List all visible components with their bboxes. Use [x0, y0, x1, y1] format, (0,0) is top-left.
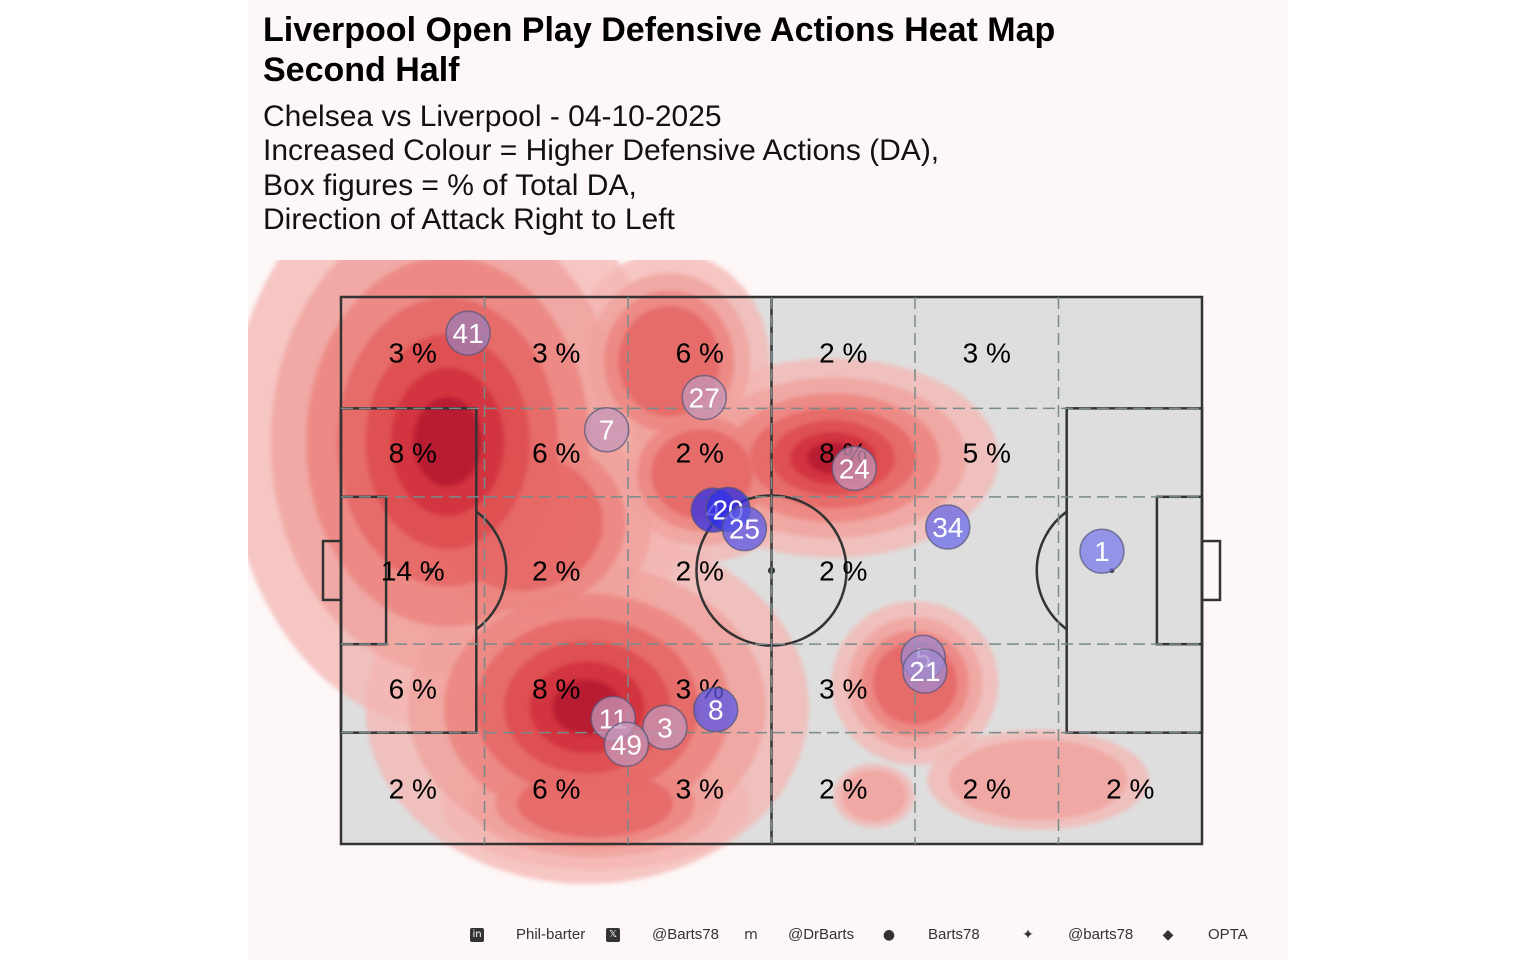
player-dot: [831, 445, 878, 492]
zone-percentage: 5 %: [963, 438, 1011, 469]
player-number: 7: [599, 415, 615, 446]
player-marker: 25: [721, 505, 768, 552]
zone-percentage: 2 %: [389, 773, 437, 804]
zone-percentage: 3 %: [963, 338, 1011, 369]
player-dot: [603, 721, 650, 768]
player-marker: 21: [902, 648, 948, 694]
zone-percentage: 2 %: [819, 773, 867, 804]
subtitle-colour-note: Increased Colour = Higher Defensive Acti…: [263, 134, 940, 167]
player-marker: 34: [925, 504, 971, 550]
subtitle-direction-note: Direction of Attack Right to Left: [263, 203, 675, 236]
player-marker: 49: [603, 721, 650, 768]
player-marker: 24: [831, 445, 878, 492]
subtitle-box-note: Box figures = % of Total DA,: [263, 169, 637, 202]
player-marker: 7: [583, 406, 630, 453]
heat-contour: [413, 397, 482, 487]
dropbox-icon: ◆: [1162, 927, 1174, 943]
footer-credits: in Phil-barter 𝕏 @Barts78 m @DrBarts ● Barts78 ✦…: [0, 924, 1536, 948]
heat-contour: [948, 739, 1128, 821]
mastodon-icon: m: [744, 927, 758, 943]
zone-percentage: 6 %: [676, 338, 724, 369]
player-dot: [681, 374, 728, 421]
zone-percentage: 2 %: [676, 556, 724, 587]
zone-percentage: 3 %: [389, 338, 437, 369]
heat-contour: [517, 770, 673, 838]
chart-title-line2: Second Half: [263, 51, 460, 89]
heat-contour: [841, 769, 907, 822]
player-number: 8: [708, 695, 724, 726]
goal-right: [1200, 539, 1222, 602]
zone-percentage: 3 %: [819, 673, 867, 704]
player-number: 27: [689, 383, 720, 414]
player-dot: [692, 686, 739, 733]
footer-credit-text: Phil-barter: [516, 926, 586, 943]
player-marker: 1: [1079, 528, 1125, 574]
player-number: 3: [657, 712, 673, 743]
subtitle-match: Chelsea vs Liverpool - 04-10-2025: [263, 100, 722, 133]
player-dot: [721, 505, 768, 552]
goal-left: [321, 539, 343, 602]
footer-credit-text: @Barts78: [652, 926, 719, 943]
zone-percentage: 6 %: [532, 773, 580, 804]
zone-percentage: 3 %: [676, 773, 724, 804]
zone-percentage: 2 %: [532, 556, 580, 587]
player-dot: [1079, 528, 1125, 574]
penalty-arc-right: [1035, 510, 1068, 631]
footer-credit-text: @barts78: [1068, 926, 1134, 943]
zone-percentage: 2 %: [819, 338, 867, 369]
zone-percentage: 8 %: [532, 673, 580, 704]
player-marker: 27: [681, 374, 728, 421]
linkedin-icon: in: [470, 928, 484, 942]
x-icon: 𝕏: [606, 928, 620, 942]
player-dot: [902, 648, 948, 694]
player-number: 1: [1094, 536, 1110, 567]
player-number: 49: [611, 729, 642, 760]
zone-percentage: 6 %: [532, 438, 580, 469]
github-icon: ●: [882, 927, 896, 943]
player-dot: [583, 406, 630, 453]
footer-credit-text: Barts78: [928, 926, 980, 943]
zone-percentage: 2 %: [819, 556, 867, 587]
zone-percentage: 14 %: [381, 556, 445, 587]
player-number: 24: [839, 453, 870, 484]
player-number: 34: [932, 512, 963, 543]
player-number: 41: [453, 318, 484, 349]
player-dot: [642, 704, 688, 751]
player-marker: 41: [445, 310, 491, 356]
player-dot: [925, 504, 971, 550]
penalty-spot-left: [428, 568, 434, 573]
player-marker: 3: [642, 704, 688, 751]
player-number: 25: [729, 514, 760, 545]
zone-percentage: 2 %: [676, 438, 724, 469]
player-marker: 8: [692, 686, 739, 733]
footer-credit-text: @DrBarts: [788, 926, 855, 943]
chart-title-line1: Liverpool Open Play Defensive Actions He…: [263, 11, 1056, 49]
player-number: 21: [909, 656, 940, 687]
footer-credit-text: OPTA: [1208, 926, 1248, 943]
zone-percentage: 8 %: [389, 438, 437, 469]
zone-percentage: 2 %: [1106, 773, 1154, 804]
zone-percentage: 3 %: [532, 338, 580, 369]
player-dot: [445, 310, 491, 356]
bluesky-icon: ✦: [1022, 927, 1034, 943]
penalty-arc-left: [475, 510, 508, 631]
zone-percentage: 2 %: [963, 773, 1011, 804]
zone-percentage: 6 %: [389, 673, 437, 704]
